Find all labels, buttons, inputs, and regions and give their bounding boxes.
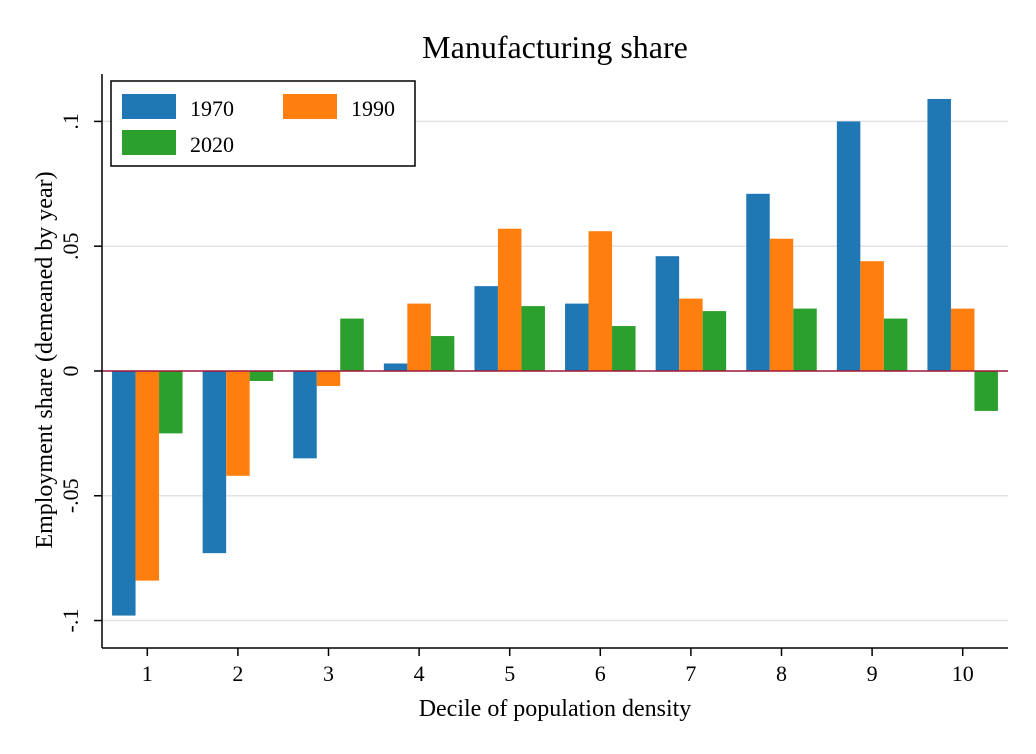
x-tick-label: 8 (776, 661, 787, 686)
bar-1990-decile-5 (497, 228, 522, 371)
legend: 1970 1990 2020 (110, 80, 416, 167)
bar-1970-decile-7 (655, 256, 680, 371)
chart-title: Manufacturing share (422, 29, 688, 65)
bar-1990-decile-7 (679, 298, 703, 371)
bar-2020-decile-3 (340, 318, 364, 371)
legend-swatch-2020 (122, 130, 176, 155)
legend-swatch-1990 (283, 94, 337, 119)
bar-2020-decile-2 (249, 370, 274, 381)
bar-1990-decile-3 (316, 370, 341, 386)
bar-2020-decile-4 (430, 336, 455, 371)
x-tick-label: 1 (142, 661, 153, 686)
bars (112, 98, 998, 616)
y-tick-label: .1 (58, 113, 83, 130)
bar-1990-decile-1 (135, 370, 160, 581)
bar-1970-decile-3 (293, 370, 317, 459)
axes: -.1 -.05 0 .05 .1 1 2 3 4 5 6 7 8 9 10 (58, 74, 1008, 686)
bar-2020-decile-8 (793, 308, 817, 371)
bar-2020-decile-7 (702, 311, 727, 371)
x-tick-label: 9 (867, 661, 878, 686)
bar-1970-decile-2 (202, 370, 227, 554)
bar-2020-decile-10 (974, 370, 998, 411)
x-tick-label: 7 (685, 661, 696, 686)
x-axis-label: Decile of population density (419, 696, 692, 722)
bar-1990-decile-8 (769, 238, 794, 371)
bar-1990-decile-10 (950, 308, 975, 371)
y-tick-label: -.05 (58, 478, 83, 513)
legend-label-1970: 1970 (190, 96, 234, 121)
y-tick-label: -.1 (58, 609, 83, 633)
bar-1970-decile-1 (112, 370, 136, 616)
bar-2020-decile-9 (883, 318, 908, 371)
bar-1990-decile-6 (588, 231, 613, 371)
x-tick-label: 6 (595, 661, 606, 686)
x-tick-label: 3 (323, 661, 334, 686)
x-tick-label: 4 (414, 661, 425, 686)
bar-1970-decile-9 (836, 121, 861, 371)
bar-1970-decile-5 (474, 286, 498, 371)
bar-2020-decile-6 (612, 326, 636, 371)
legend-label-1990: 1990 (351, 96, 395, 121)
bar-1970-decile-4 (383, 363, 408, 371)
y-axis-label: Employment share (demeaned by year) (32, 171, 58, 548)
bar-1970-decile-10 (927, 98, 951, 371)
y-tick-label: .05 (58, 232, 83, 260)
bar-1990-decile-2 (226, 370, 250, 476)
bar-2020-decile-5 (521, 306, 545, 371)
x-tick-label: 10 (952, 661, 974, 686)
bar-2020-decile-1 (159, 370, 183, 434)
bar-1970-decile-6 (565, 303, 589, 371)
bar-1970-decile-8 (746, 193, 770, 371)
bar-1990-decile-4 (407, 303, 431, 371)
y-tick-label: 0 (58, 365, 83, 376)
x-tick-label: 5 (504, 661, 515, 686)
bar-1990-decile-9 (860, 261, 884, 371)
legend-label-2020: 2020 (190, 132, 234, 157)
x-tick-label: 2 (232, 661, 243, 686)
legend-swatch-1970 (122, 94, 176, 119)
